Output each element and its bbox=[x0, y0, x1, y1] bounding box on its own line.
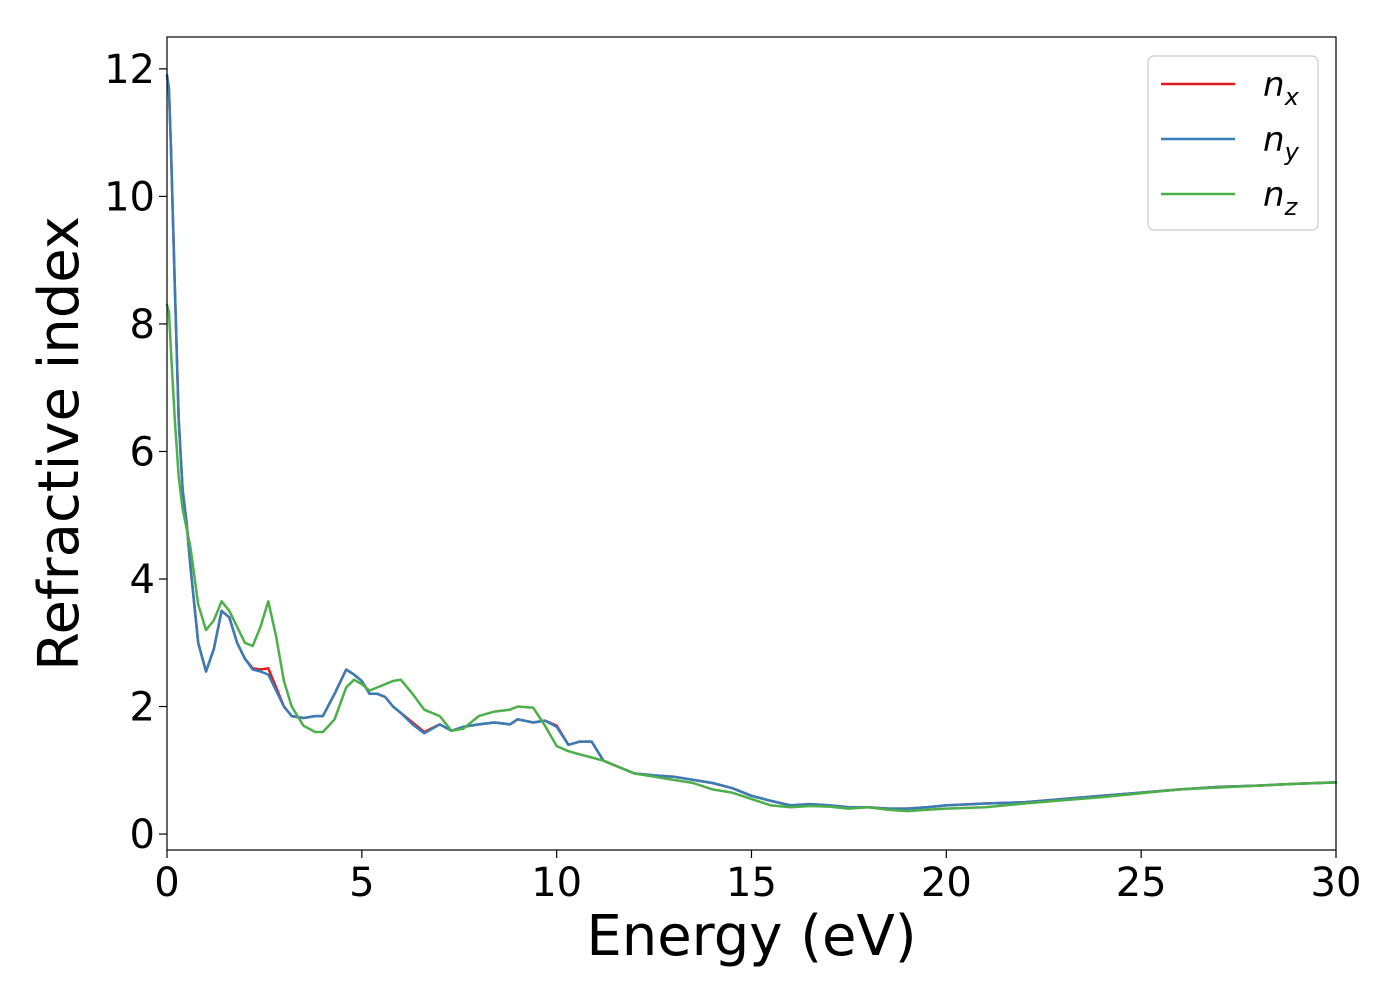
y-tick-label: 4 bbox=[130, 557, 155, 603]
y-axis-label: Refractive index bbox=[27, 216, 92, 671]
y-axis: 0 2 4 6 8 10 12 bbox=[104, 47, 167, 858]
y-tick-label: 0 bbox=[130, 812, 155, 858]
series-line-ny bbox=[165, 74, 1338, 810]
y-tick-label: 2 bbox=[130, 685, 155, 731]
y-tick-label: 12 bbox=[104, 47, 155, 93]
series-layer bbox=[165, 74, 1338, 813]
legend-box bbox=[1147, 55, 1319, 231]
x-tick-label: 5 bbox=[349, 860, 374, 906]
x-tick-label: 10 bbox=[531, 860, 582, 906]
x-tick-label: 30 bbox=[1311, 860, 1362, 906]
y-tick-label: 10 bbox=[104, 174, 155, 220]
x-axis-label: Energy (eV) bbox=[586, 904, 916, 969]
x-tick-label: 0 bbox=[154, 860, 179, 906]
legend-label-ny: ny bbox=[1263, 120, 1300, 166]
legend-label-nx: nx bbox=[1263, 65, 1300, 111]
x-tick-label: 20 bbox=[921, 860, 972, 906]
x-tick-label: 15 bbox=[726, 860, 777, 906]
legend: nx ny nz bbox=[1147, 55, 1319, 231]
x-axis: 0 5 10 15 20 25 30 bbox=[154, 850, 1361, 906]
y-tick-label: 6 bbox=[130, 429, 155, 475]
legend-label-nz: nz bbox=[1263, 175, 1299, 221]
series-line-nz bbox=[165, 303, 1338, 813]
y-tick-label: 8 bbox=[130, 302, 155, 348]
x-tick-label: 25 bbox=[1116, 860, 1167, 906]
